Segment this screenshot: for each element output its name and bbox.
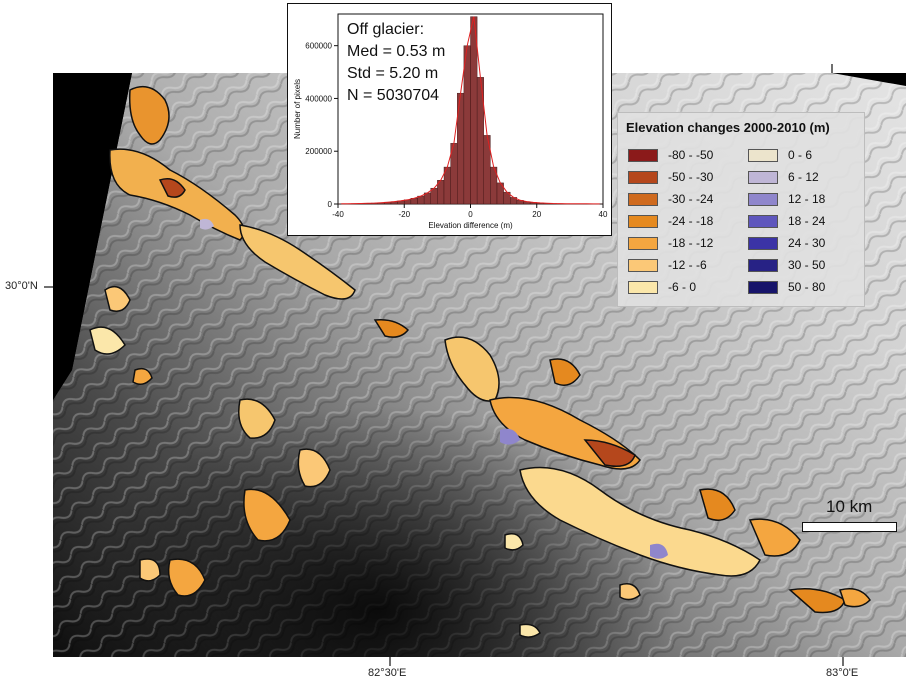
legend-swatch [748,259,778,272]
legend-swatch [748,149,778,162]
legend-label: 12 - 18 [788,192,826,206]
inset-stat-line-1: Off glacier: [347,21,425,38]
y-tick-label: 0 [328,200,333,209]
x-tick-label: -20 [398,210,410,219]
histogram-bar [423,192,431,205]
legend-swatch [748,237,778,250]
legend-swatch [628,171,658,184]
inset-stat-line-3: Std = 5.20 m [347,65,439,82]
legend-swatch [628,237,658,250]
histogram-chart: -40 -20 0 20 40 0 200000 400000 600000 Elevation … [293,13,608,230]
y-axis-label: Number of pixels [293,79,302,139]
legend-swatch [628,281,658,294]
histogram-bar [470,16,478,205]
y-tick-label: 600000 [305,42,332,51]
scale-bar [802,522,897,532]
histogram-bar [463,45,471,205]
legend-swatch [748,281,778,294]
legend-swatch [748,215,778,228]
latitude-label: 30°0'N [5,280,38,292]
x-tick-label: 20 [532,210,541,219]
longitude-label-1: 82°30'E [368,667,407,679]
inset-stat-line-2: Med = 0.53 m [347,43,446,60]
x-tick-label: 40 [599,210,608,219]
legend-swatch [748,171,778,184]
legend-label: -80 - -50 [668,148,714,162]
x-axis-label: Elevation difference (m) [428,221,513,230]
legend-label: 50 - 80 [788,280,826,294]
elevation-change-legend: Elevation changes 2000-2010 (m) -80 - -5… [617,112,865,307]
longitude-label-2: 83°0'E [826,667,859,679]
legend-label: 30 - 50 [788,258,826,272]
y-tick-label: 400000 [305,94,332,103]
inset-stats: Off glacier: Med = 0.53 m Std = 5.20 m N… [347,19,445,107]
distribution-curve [341,16,600,205]
histogram-bar [430,187,438,205]
legend-title: Elevation changes 2000-2010 (m) [626,120,830,135]
legend-label: -30 - -24 [668,192,714,206]
legend-label: -18 - -12 [668,236,714,250]
scale-label: 10 km [826,497,873,516]
legend-label: 6 - 12 [788,170,819,184]
legend-label: -6 - 0 [668,280,697,294]
legend-label: -50 - -30 [668,170,714,184]
y-tick-label: 200000 [305,147,332,156]
histogram-inset: -40 -20 0 20 40 0 200000 400000 600000 Elevation … [287,3,612,236]
legend-label: 24 - 30 [788,236,826,250]
legend-label: 0 - 6 [788,148,813,162]
glacier-outlines [89,85,871,638]
legend-label: -12 - -6 [668,258,707,272]
x-tick-label: 0 [468,210,473,219]
legend-swatch [628,193,658,206]
legend-swatch [628,259,658,272]
legend-swatch [628,215,658,228]
legend-swatch [628,149,658,162]
inset-stat-line-4: N = 5030704 [347,87,440,104]
legend-label: -24 - -18 [668,214,714,228]
legend-label: 18 - 24 [788,214,826,228]
x-tick-label: -40 [332,210,344,219]
legend-swatch [748,193,778,206]
